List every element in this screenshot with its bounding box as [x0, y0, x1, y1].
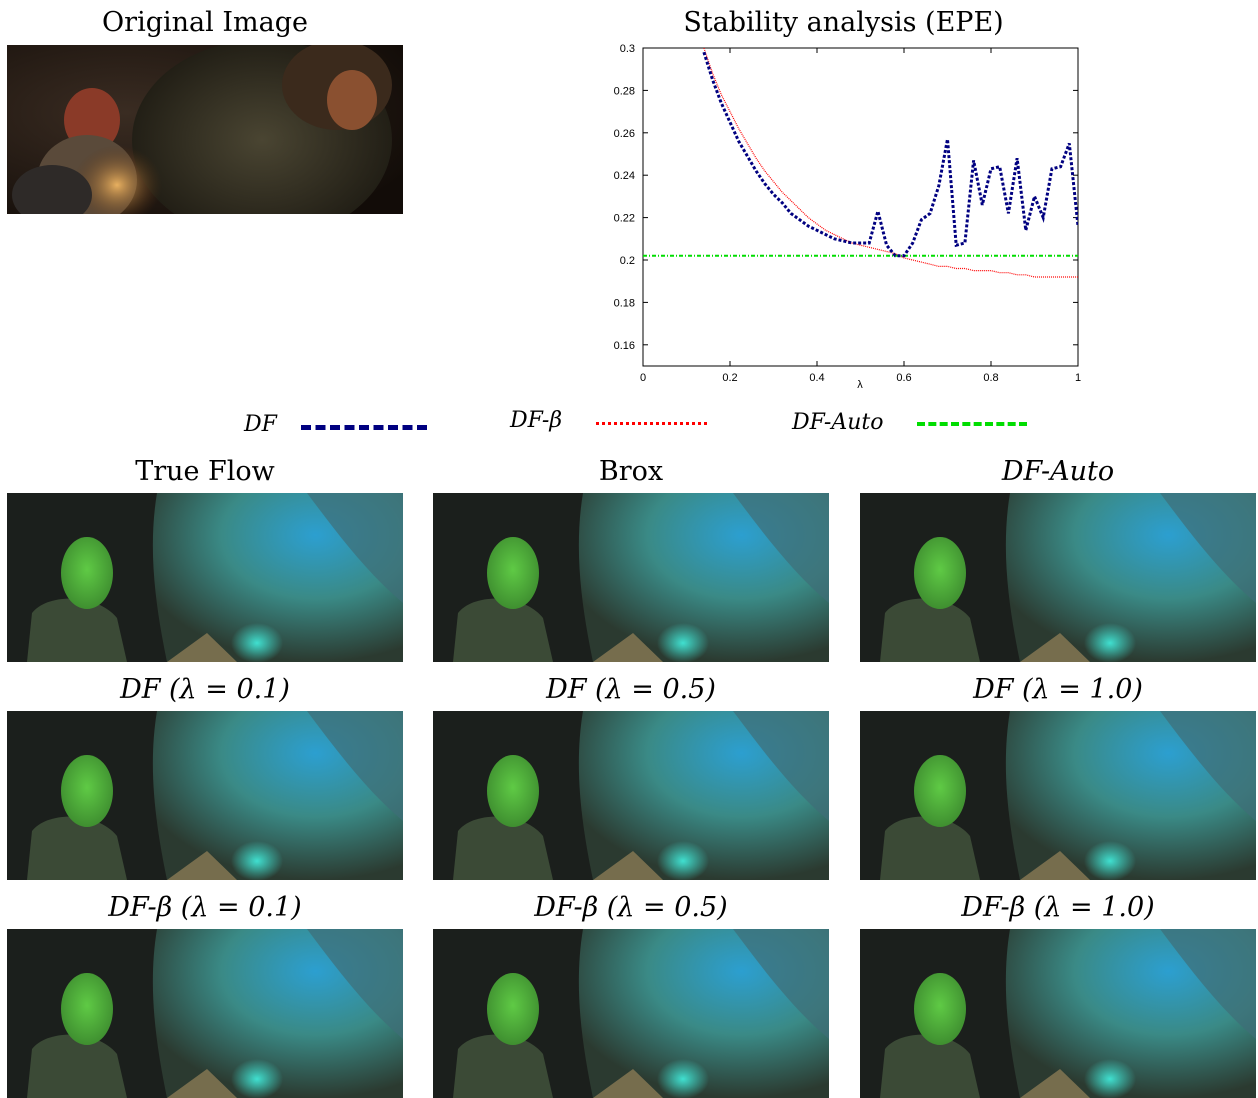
dfb-01-title: DF-β (λ = 0.1)	[108, 892, 302, 923]
x-axis-label: λ	[857, 379, 863, 391]
legend-label-df-beta: DF-β	[510, 408, 563, 433]
flow-image-brox	[433, 493, 829, 662]
flow-image-df-05	[433, 711, 829, 880]
flow-image-dfb-05	[433, 929, 829, 1098]
df-auto-title: DF-Auto	[1001, 456, 1115, 487]
legend-line-df-auto	[917, 422, 1027, 426]
x-tick-label: 0.2	[722, 372, 737, 384]
chart-title: Stability analysis (EPE)	[683, 7, 1004, 38]
flow-image-df-01	[7, 711, 403, 880]
y-tick-label: 0.16	[614, 340, 635, 352]
legend-label-df: DF	[244, 412, 277, 437]
y-tick-label: 0.22	[614, 213, 635, 225]
y-tick-label: 0.28	[614, 85, 635, 97]
dfb-05-title: DF-β (λ = 0.5)	[534, 892, 728, 923]
stability-chart: 0 0.2 0.4 0.6 0.8 1 0.16 0.18 0.2 0.22 0.24 0.26 0.2…	[614, 43, 1081, 391]
dfb-10-title: DF-β (λ = 1.0)	[961, 892, 1155, 923]
chart-axes	[642, 47, 1079, 367]
chart-ticks: 0 0.2 0.4 0.6 0.8 1 0.16 0.18 0.2 0.22 0.24 0.26 0.2…	[614, 43, 1081, 384]
chart-series	[643, 48, 1078, 278]
flow-image-true	[7, 493, 403, 662]
series-df-line	[702, 51, 1078, 258]
flow-image-df-10	[860, 711, 1256, 880]
flow-image-dfb-10	[860, 929, 1256, 1098]
series-df-beta-line	[703, 48, 1078, 278]
x-tick-label: 0.8	[983, 372, 998, 384]
y-tick-label: 0.3	[620, 43, 635, 55]
y-tick-label: 0.18	[614, 297, 635, 309]
legend-label-df-auto: DF-Auto	[792, 410, 884, 435]
y-tick-label: 0.2	[620, 255, 635, 267]
legend-line-df	[301, 425, 427, 430]
legend-line-df-beta	[596, 422, 707, 425]
true-flow-title: True Flow	[135, 456, 275, 487]
plot-frame	[642, 47, 1079, 367]
y-tick-label: 0.26	[614, 128, 635, 140]
original-image	[7, 45, 403, 214]
x-tick-label: 1	[1075, 372, 1081, 384]
x-tick-label: 0.4	[809, 372, 824, 384]
brox-title: Brox	[598, 456, 664, 487]
original-image-title: Original Image	[102, 7, 308, 38]
flow-image-dfb-01	[7, 929, 403, 1098]
df-05-title: DF (λ = 0.5)	[546, 674, 716, 705]
df-10-title: DF (λ = 1.0)	[973, 674, 1143, 705]
df-01-title: DF (λ = 0.1)	[120, 674, 290, 705]
x-tick-label: 0.6	[896, 372, 911, 384]
x-tick-label: 0	[640, 372, 646, 384]
y-tick-label: 0.24	[614, 170, 635, 182]
flow-image-df-auto	[860, 493, 1256, 662]
